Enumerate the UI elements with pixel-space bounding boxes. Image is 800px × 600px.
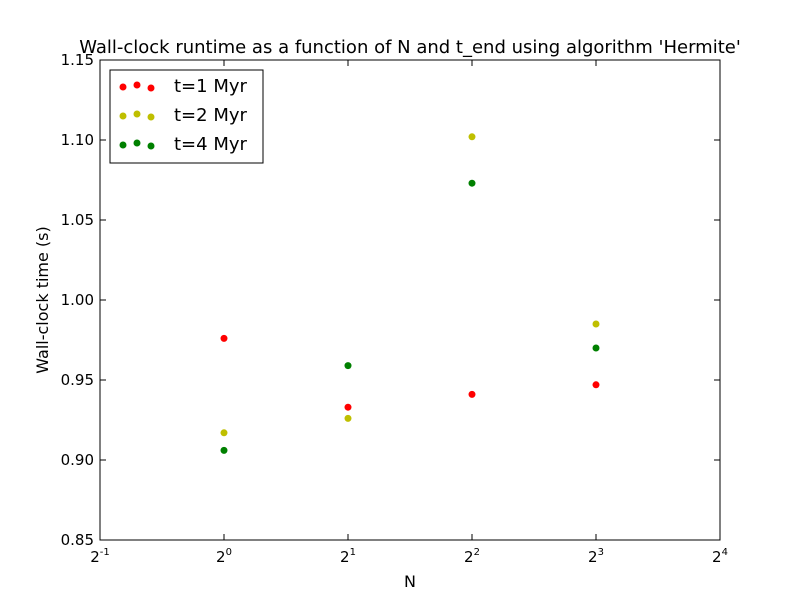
data-points	[220, 133, 600, 454]
x-tick-label: 24	[712, 547, 728, 566]
x-tick-base: 2	[216, 548, 226, 566]
x-tick-exponent: 0	[226, 547, 232, 558]
x-tick-base: 2	[340, 548, 350, 566]
y-tick-label: 0.95	[61, 371, 94, 389]
data-point-series-3	[220, 446, 228, 454]
legend-label: t=4 Myr	[174, 134, 247, 155]
x-tick-base: 2	[90, 548, 100, 566]
y-tick-label: 1.00	[61, 291, 94, 309]
legend-label: t=2 Myr	[174, 105, 247, 126]
x-tick-base: 2	[712, 548, 722, 566]
legend-marker-series-3	[147, 142, 155, 150]
x-tick-label: 20	[216, 547, 232, 566]
x-tick-base: 2	[588, 548, 598, 566]
x-tick-exponent: -1	[100, 547, 110, 558]
x-tick-exponent: 1	[350, 547, 356, 558]
x-tick-label: 2-1	[90, 547, 110, 566]
data-point-series-2	[468, 133, 476, 141]
data-point-series-3	[468, 179, 476, 187]
x-tick-exponent: 2	[474, 547, 480, 558]
legend-marker-series-3	[133, 139, 141, 147]
y-tick-label: 1.10	[61, 131, 94, 149]
y-axis-label: Wall-clock time (s)	[33, 226, 52, 374]
x-tick-label: 23	[588, 547, 604, 566]
x-tick-base: 2	[464, 548, 474, 566]
legend-label: t=1 Myr	[174, 76, 247, 97]
legend-marker-series-3	[119, 141, 127, 149]
data-point-series-2	[220, 429, 228, 437]
axis-ticks: 2-1 20 21 22 23 240.850.900.951.001.051.101.1…	[61, 51, 728, 566]
data-point-series-1	[468, 390, 476, 398]
legend-marker-series-1	[133, 81, 141, 89]
chart-title: Wall-clock runtime as a function of N an…	[79, 37, 741, 58]
y-tick-label: 1.15	[61, 51, 94, 69]
y-tick-label: 0.90	[61, 451, 94, 469]
legend-marker-series-1	[147, 84, 155, 92]
data-point-series-3	[344, 362, 352, 370]
data-point-series-3	[592, 344, 600, 352]
data-point-series-2	[344, 414, 352, 422]
x-tick-label: 22	[464, 547, 480, 566]
legend-marker-series-2	[147, 113, 155, 121]
y-tick-label: 1.05	[61, 211, 94, 229]
data-point-series-1	[344, 403, 352, 411]
legend-marker-series-1	[119, 83, 127, 91]
legend-marker-series-2	[133, 110, 141, 118]
y-tick-label: 0.85	[61, 531, 94, 549]
x-tick-exponent: 4	[722, 547, 728, 558]
legend-marker-series-2	[119, 112, 127, 120]
legend: t=1 Myr t=2 Myr t=4 Myr	[109, 69, 264, 164]
data-point-series-1	[220, 334, 228, 342]
data-point-series-2	[592, 320, 600, 328]
data-point-series-1	[592, 381, 600, 389]
x-tick-label: 21	[340, 547, 356, 566]
x-axis-label: N	[404, 572, 416, 591]
x-tick-exponent: 3	[598, 547, 604, 558]
